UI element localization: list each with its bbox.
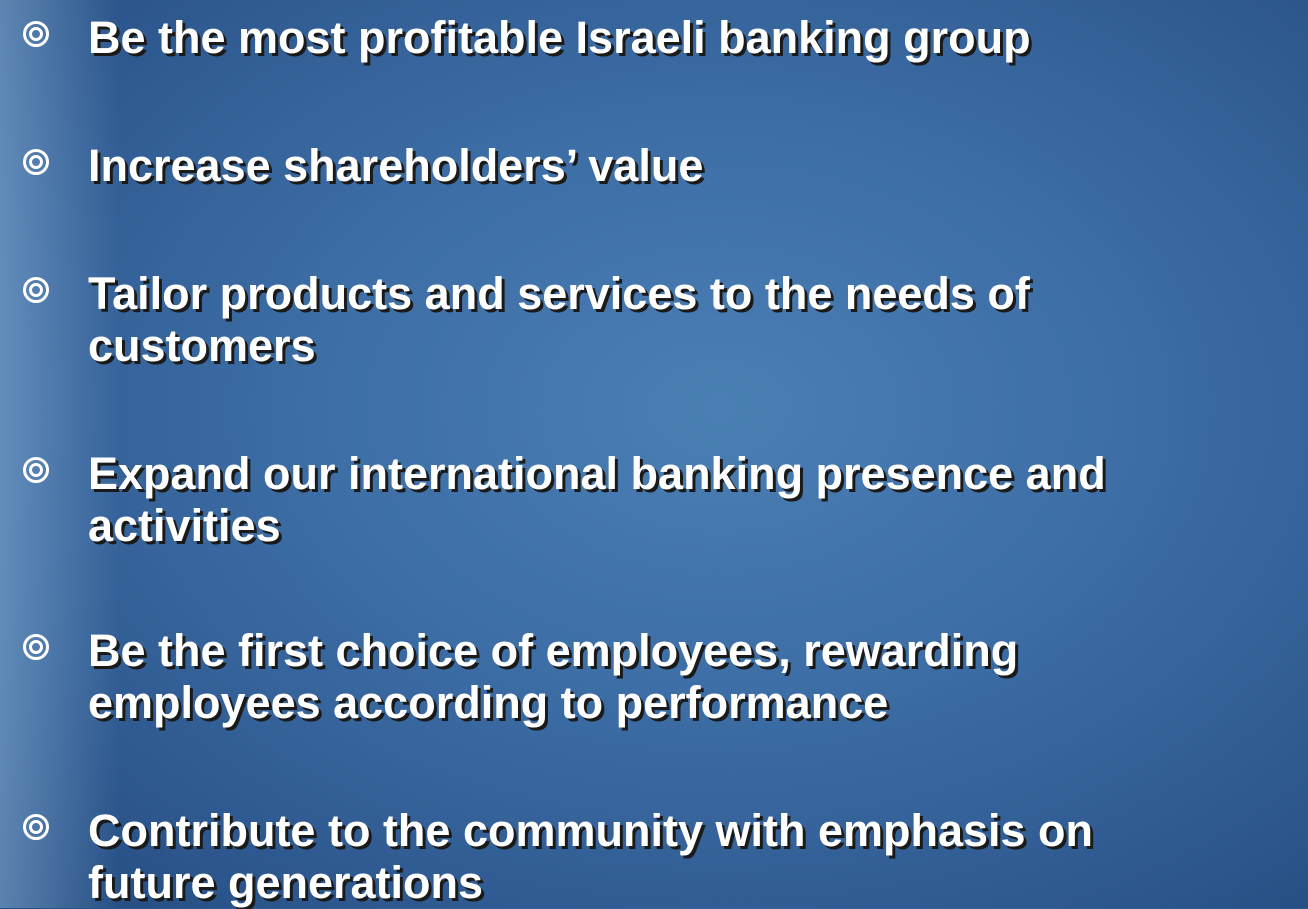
bullet-icon xyxy=(23,814,49,840)
bullet-text: Tailor products and services to the need… xyxy=(88,268,1030,319)
bullet-icon xyxy=(23,457,49,483)
bullet-text: future generations xyxy=(88,857,484,908)
bullet-text: Be the most profitable Israeli banking g… xyxy=(88,12,1031,63)
bullet-icon xyxy=(23,149,49,175)
bullet-text: Be the first choice of employees, reward… xyxy=(88,625,1019,676)
background-glow xyxy=(0,0,120,908)
bullet-icon xyxy=(23,21,49,47)
bullet-text: activities xyxy=(88,500,281,551)
bullet-icon xyxy=(23,277,49,303)
bullet-text: Contribute to the community with emphasi… xyxy=(88,805,1094,856)
bullet-text: employees according to performance xyxy=(88,677,889,728)
bullet-text: Increase shareholders’ value xyxy=(88,140,704,191)
bullet-icon xyxy=(23,634,49,660)
bullet-text: Expand our international banking presenc… xyxy=(88,448,1106,499)
bullet-text: customers xyxy=(88,320,316,371)
